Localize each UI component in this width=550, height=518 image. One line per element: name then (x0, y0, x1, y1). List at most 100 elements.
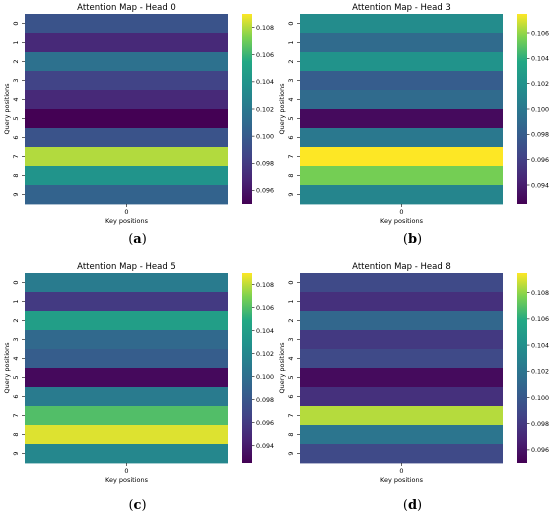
caption: (c) (128, 498, 147, 513)
heatmap-cell (300, 444, 503, 464)
y-tick-label: 2 (12, 59, 20, 63)
heatmap-cell (300, 311, 503, 331)
heatmap-cell (25, 311, 228, 331)
chart-title: Attention Map - Head 8 (352, 262, 451, 272)
heatmap-chart: Attention Map - Head 3 0 1 2 3 4 5 6 7 8 9 Query po… (278, 3, 549, 225)
heatmap-panel-head-5: Attention Map - Head 5 0 1 2 3 4 5 6 7 8 9 Query po… (0, 259, 275, 518)
y-tick-label: 6 (12, 394, 20, 398)
heatmap-cell (300, 166, 503, 186)
caption: (b) (402, 232, 423, 247)
y-tick-label: 1 (12, 299, 20, 303)
caption-letter: a (133, 232, 142, 247)
y-tick-label: 3 (12, 78, 20, 82)
y-tick-label: 2 (12, 318, 20, 322)
colorbar-tick-label: 0.098 (256, 397, 274, 404)
colorbar (242, 273, 252, 463)
colorbar-tick-label: 0.102 (531, 81, 549, 88)
heatmap-cell (25, 273, 228, 293)
caption: (d) (402, 498, 423, 513)
heatmap-cell (25, 147, 228, 167)
heatmap-cell (300, 349, 503, 369)
y-axis-label: Query positions (3, 342, 11, 394)
y-tick-label: 7 (12, 413, 20, 417)
heatmap-cell (300, 425, 503, 445)
colorbar-tick-label: 0.100 (531, 395, 549, 402)
colorbar-tick-label: 0.106 (531, 30, 549, 37)
heatmap-cell (300, 128, 503, 148)
heatmap-cell (300, 273, 503, 293)
heatmap-cell (300, 52, 503, 72)
colorbar-tick-label: 0.106 (256, 305, 274, 312)
heatmap-chart: Attention Map - Head 5 0 1 2 3 4 5 6 7 8 9 Query po… (3, 262, 274, 484)
y-tick-label: 8 (287, 173, 295, 177)
heatmap-cell (25, 185, 228, 205)
colorbar-tick-label: 0.100 (256, 374, 274, 381)
chart-title: Attention Map - Head 3 (352, 3, 451, 13)
y-tick-label: 4 (12, 97, 20, 101)
caption: (a) (128, 232, 147, 247)
heatmap-chart: Attention Map - Head 0 0 1 2 3 4 5 6 7 8 9 Query po… (3, 3, 274, 225)
y-tick-label: 1 (12, 40, 20, 44)
y-tick-label: 5 (287, 375, 295, 379)
colorbar-tick-label: 0.108 (256, 25, 274, 32)
colorbar-tick-label: 0.104 (256, 328, 274, 335)
heatmap-cell (300, 71, 503, 91)
y-tick-label: 0 (287, 21, 295, 25)
y-axis-label: Query positions (3, 83, 11, 135)
y-tick-label: 7 (12, 154, 20, 158)
heatmap-cell (25, 128, 228, 148)
heatmap-cell (25, 425, 228, 445)
caption-letter: c (133, 498, 142, 513)
heatmap-cell (25, 71, 228, 91)
heatmap-cell (300, 368, 503, 388)
heatmap-cell (25, 444, 228, 464)
colorbar-tick-label: 0.102 (256, 106, 274, 113)
y-tick-label: 9 (12, 451, 20, 455)
colorbar-tick-label: 0.102 (531, 369, 549, 376)
y-tick-label: 0 (12, 21, 20, 25)
y-tick-label: 7 (287, 413, 295, 417)
heatmap-cell (300, 90, 503, 110)
heatmap-cell (25, 14, 228, 34)
heatmap-cell (25, 90, 228, 110)
heatmap-cell (300, 292, 503, 312)
heatmap-cell (25, 330, 228, 350)
colorbar-tick-label: 0.098 (256, 161, 274, 168)
y-tick-label: 0 (287, 280, 295, 284)
x-axis-label: Key positions (380, 476, 424, 484)
colorbar-tick-label: 0.102 (256, 351, 274, 358)
y-tick-label: 9 (12, 192, 20, 196)
y-tick-label: 4 (287, 97, 295, 101)
y-tick-label: 5 (287, 116, 295, 120)
x-tick-label: 0 (399, 467, 403, 475)
y-tick-label: 3 (12, 337, 20, 341)
colorbar-tick-label: 0.096 (256, 420, 274, 427)
colorbar-tick-label: 0.096 (531, 447, 549, 454)
heatmap-chart: Attention Map - Head 8 0 1 2 3 4 5 6 7 8 9 Query po… (278, 262, 549, 484)
y-tick-label: 8 (12, 173, 20, 177)
heatmap-cell (300, 147, 503, 167)
heatmap-cell (300, 330, 503, 350)
colorbar-tick-label: 0.100 (256, 133, 274, 140)
x-axis-label: Key positions (105, 217, 149, 225)
y-tick-label: 8 (287, 432, 295, 436)
colorbar-tick-label: 0.104 (531, 56, 549, 63)
x-axis-label: Key positions (380, 217, 424, 225)
colorbar-tick-label: 0.108 (256, 282, 274, 289)
heatmap-cell (300, 406, 503, 426)
colorbar-tick-label: 0.098 (531, 421, 549, 428)
y-tick-label: 6 (287, 135, 295, 139)
x-tick-label: 0 (399, 208, 403, 216)
heatmap-panel-head-0: Attention Map - Head 0 0 1 2 3 4 5 6 7 8 9 Query po… (0, 0, 275, 259)
y-tick-label: 4 (287, 356, 295, 360)
y-tick-label: 1 (287, 299, 295, 303)
y-axis-label: Query positions (278, 83, 286, 135)
colorbar-tick-label: 0.106 (256, 52, 274, 59)
colorbar-tick-label: 0.104 (256, 79, 274, 86)
y-tick-label: 5 (12, 375, 20, 379)
heatmap-panel-head-3: Attention Map - Head 3 0 1 2 3 4 5 6 7 8 9 Query po… (275, 0, 550, 259)
heatmap-cell (25, 292, 228, 312)
colorbar-tick-label: 0.096 (531, 157, 549, 164)
y-tick-label: 2 (287, 318, 295, 322)
y-tick-label: 9 (287, 451, 295, 455)
